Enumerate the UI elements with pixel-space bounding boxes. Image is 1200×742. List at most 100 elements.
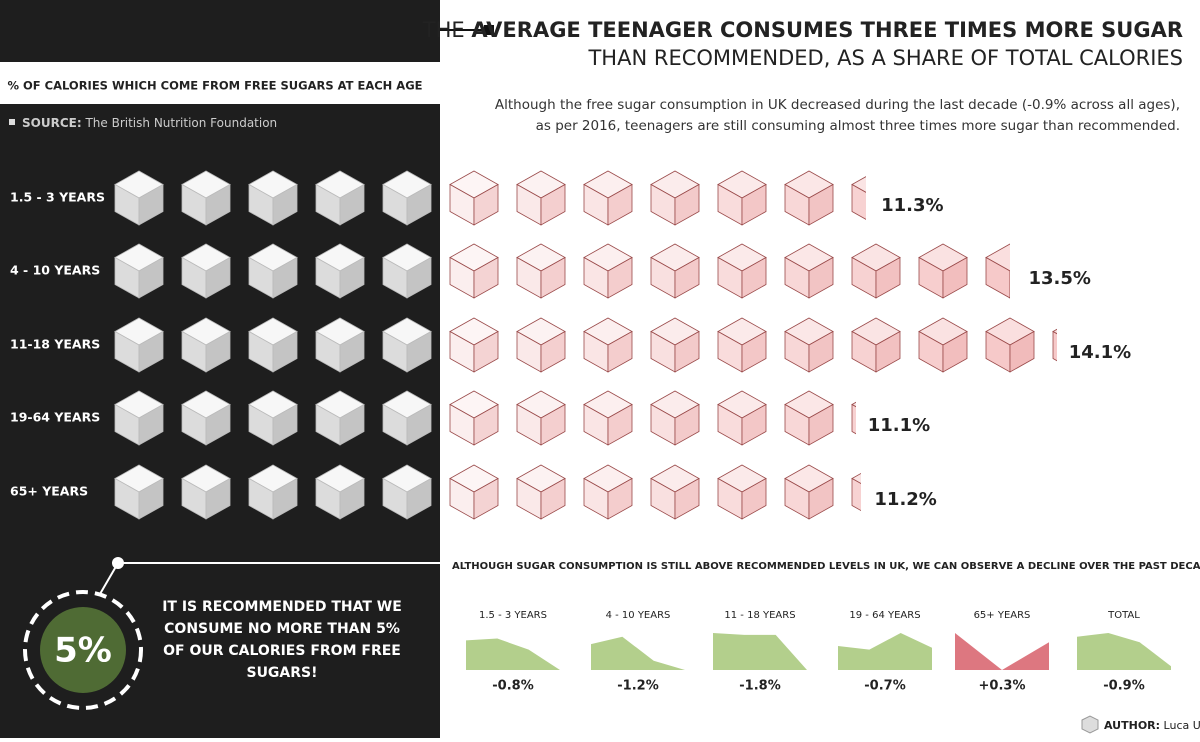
connector-dot	[112, 557, 124, 569]
cube-right	[205, 183, 231, 226]
sparkline-area	[713, 633, 807, 670]
cube-excess	[717, 464, 767, 520]
recommendation-line: IT IS RECOMMENDED THAT WE	[162, 599, 402, 615]
cube-right	[607, 330, 633, 373]
title-line2: THAN RECOMMENDED, AS A SHARE OF TOTAL CA…	[587, 46, 1183, 70]
title-lead: THE	[422, 18, 465, 42]
cube-top	[851, 401, 856, 408]
cube-right	[272, 330, 298, 373]
cube-right	[741, 403, 767, 446]
title-marker	[484, 25, 494, 35]
cube-right	[741, 183, 767, 226]
cube-right	[339, 477, 365, 520]
source-label: SOURCE:	[22, 116, 82, 130]
cube-right	[406, 183, 432, 226]
cube-right	[674, 256, 700, 299]
cube-right	[741, 256, 767, 299]
badge-ring	[23, 590, 143, 710]
cube-right	[272, 183, 298, 226]
cube-excess	[449, 317, 499, 373]
recommendation-line: SUGARS!	[246, 665, 317, 681]
cube-right	[808, 477, 834, 520]
cube-right	[808, 256, 834, 299]
cube-excess	[516, 170, 566, 226]
recommendation: IT IS RECOMMENDED THAT WE CONSUME NO MORE…	[162, 599, 402, 681]
cube-left	[851, 477, 861, 512]
cube-right	[540, 183, 566, 226]
sparkline-label: 11 - 18 YEARS	[724, 610, 795, 621]
value-label: 14.1%	[1069, 342, 1131, 363]
cube-excess	[717, 390, 767, 446]
cube-right	[540, 330, 566, 373]
cube-recommended	[382, 464, 432, 520]
cube-recommended	[382, 243, 432, 299]
sparkline-area	[838, 633, 932, 670]
cube-excess	[717, 317, 767, 373]
sparkline-area	[466, 638, 560, 670]
cube-right	[942, 330, 968, 373]
cube-right	[808, 183, 834, 226]
sparkline-area	[955, 633, 1049, 670]
sparkline-title: ALTHOUGH SUGAR CONSUMPTION IS STILL ABOV…	[452, 561, 1200, 572]
cube-excess	[851, 401, 856, 435]
cube-right	[808, 330, 834, 373]
cube-right	[138, 477, 164, 520]
cube-left	[1052, 330, 1057, 362]
subtitle: % OF CALORIES WHICH COME FROM FREE SUGAR…	[8, 79, 423, 93]
cube-excess	[784, 170, 834, 226]
cube-excess	[449, 170, 499, 226]
cube-excess	[650, 243, 700, 299]
cube-left	[985, 256, 1010, 299]
cube-recommended	[382, 390, 432, 446]
cube-recommended	[248, 170, 298, 226]
cube-recommended	[315, 317, 365, 373]
cube-recommended	[114, 243, 164, 299]
cube-right	[540, 256, 566, 299]
cube-recommended	[315, 170, 365, 226]
cube-right	[741, 330, 767, 373]
row-label: 1.5 - 3 YEARS	[10, 190, 105, 205]
cube-top	[851, 472, 861, 485]
row-label: 19-64 YEARS	[10, 410, 100, 425]
cube-right	[205, 256, 231, 299]
cube-recommended	[114, 464, 164, 520]
sparkline-label: TOTAL	[1107, 610, 1140, 621]
change-label: -1.2%	[617, 679, 658, 694]
cube-excess	[583, 464, 633, 520]
title: THE AVERAGE TEENAGER CONSUMES THREE TIME…	[422, 18, 1183, 42]
cube-recommended	[248, 243, 298, 299]
cube-left	[851, 183, 866, 220]
sparkline-area	[591, 636, 685, 670]
cube-recommended	[181, 464, 231, 520]
bullet	[9, 119, 15, 125]
value-label: 11.2%	[874, 489, 936, 510]
recommendation-line: CONSUME NO MORE THAN 5%	[164, 621, 400, 637]
cube-excess	[985, 317, 1035, 373]
cube-excess	[449, 390, 499, 446]
author-icon	[1081, 715, 1099, 734]
cube-recommended	[248, 390, 298, 446]
cube-recommended	[114, 390, 164, 446]
cube-excess	[784, 464, 834, 520]
cube-recommended	[248, 464, 298, 520]
author: AUTHOR: Luca Urzi	[1104, 719, 1200, 732]
value-label: 13.5%	[1029, 268, 1091, 289]
sparkline-label: 4 - 10 YEARS	[606, 610, 671, 621]
cube-recommended	[248, 317, 298, 373]
cube-excess	[583, 170, 633, 226]
cube-recommended	[315, 243, 365, 299]
cube-right	[272, 256, 298, 299]
cube-excess	[918, 317, 968, 373]
cube-right	[138, 256, 164, 299]
cube-right	[339, 403, 365, 446]
cube-right	[875, 256, 901, 299]
cube-right	[272, 403, 298, 446]
value-label: 11.3%	[881, 195, 943, 216]
author-name: Luca Urzi	[1164, 719, 1200, 732]
cube-excess	[516, 243, 566, 299]
change-label: -0.8%	[492, 679, 533, 694]
cube-right	[138, 403, 164, 446]
cube-recommended	[315, 390, 365, 446]
recommendation-line: OF OUR CALORIES FROM FREE	[163, 643, 401, 659]
